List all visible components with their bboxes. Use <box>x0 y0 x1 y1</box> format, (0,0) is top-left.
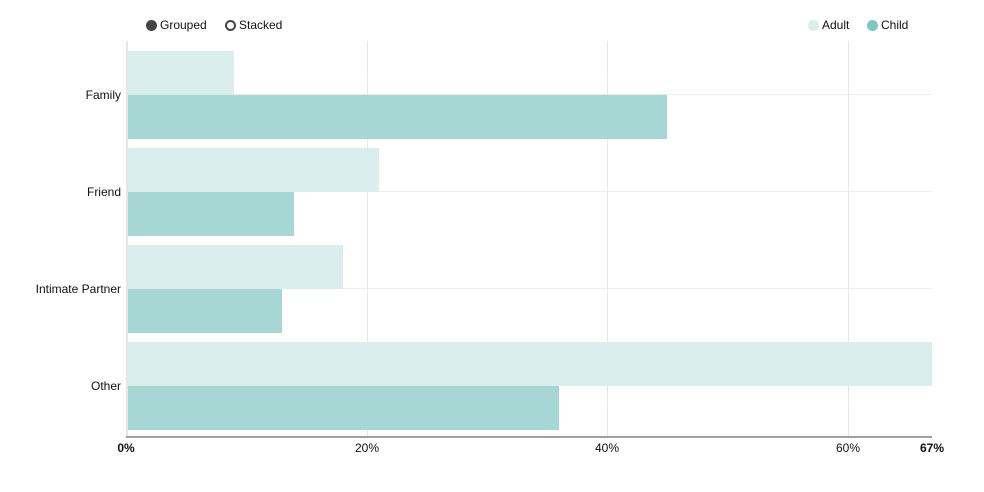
x-tick-20: 20% <box>354 441 380 455</box>
gridline-20 <box>367 41 368 438</box>
y-axis <box>126 41 128 438</box>
child-swatch-icon <box>867 19 878 31</box>
x-tick-40: 40% <box>594 441 620 455</box>
grouped-label: Grouped <box>160 18 207 32</box>
plot-area <box>126 41 932 438</box>
bar-friend-adult[interactable] <box>126 148 379 192</box>
radio-unselected-icon <box>225 19 236 31</box>
bar-other-child[interactable] <box>126 386 559 430</box>
category-label-family: Family <box>85 88 121 102</box>
category-label-intimate-partner: Intimate Partner <box>35 282 121 296</box>
x-axis <box>126 436 932 438</box>
category-label-other: Other <box>90 379 121 393</box>
legend-item-child[interactable]: Child <box>867 18 908 32</box>
category-label-friend: Friend <box>86 185 121 199</box>
legend-label-adult: Adult <box>822 18 850 32</box>
legend-label-child: Child <box>881 18 909 32</box>
bar-friend-child[interactable] <box>126 192 294 236</box>
x-tick-60: 60% <box>835 441 861 455</box>
gridline-friend <box>126 191 932 192</box>
x-tick-0: 0% <box>117 441 135 455</box>
bar-other-adult[interactable] <box>126 342 932 386</box>
gridline-intimate-partner <box>126 288 932 289</box>
bar-family-child[interactable] <box>126 95 667 139</box>
gridline-60 <box>848 41 849 438</box>
bar-intimate-partner-child[interactable] <box>126 289 282 333</box>
gridline-40 <box>607 41 608 438</box>
radio-selected-icon <box>146 19 157 31</box>
x-tick-67: 67% <box>919 441 945 455</box>
grouped-toggle[interactable]: Grouped <box>146 18 207 32</box>
stacked-label: Stacked <box>239 18 283 32</box>
gridline-family <box>126 94 932 95</box>
bar-intimate-partner-adult[interactable] <box>126 245 343 289</box>
adult-swatch-icon <box>808 19 819 31</box>
bar-family-adult[interactable] <box>126 51 234 95</box>
stacked-toggle[interactable]: Stacked <box>225 18 282 32</box>
legend-item-adult[interactable]: Adult <box>808 18 849 32</box>
